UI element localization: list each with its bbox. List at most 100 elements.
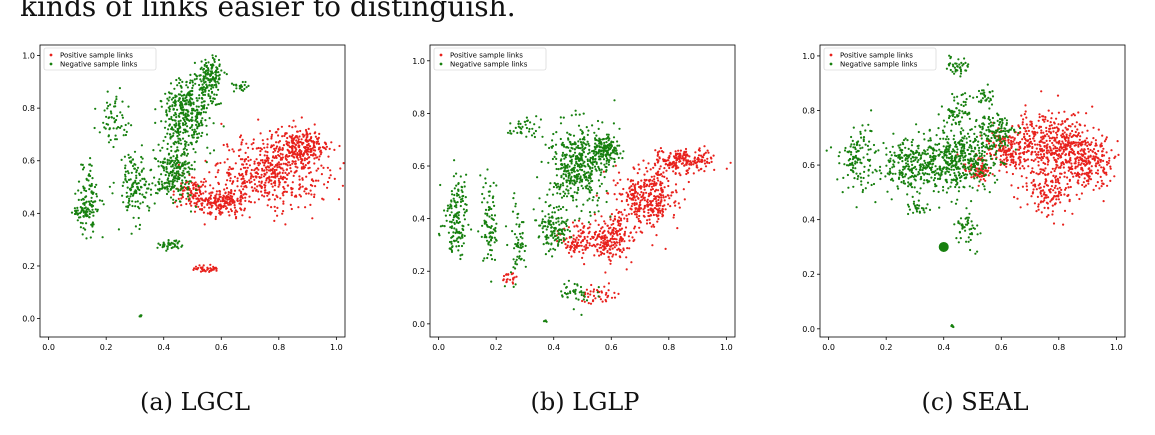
data-point xyxy=(1042,172,1045,175)
data-point xyxy=(139,315,142,318)
data-point xyxy=(688,155,691,158)
data-point xyxy=(170,174,173,177)
data-point xyxy=(252,189,255,192)
data-point xyxy=(652,213,655,217)
data-point xyxy=(1043,120,1046,123)
data-point xyxy=(194,82,197,85)
data-point xyxy=(192,136,195,139)
data-point xyxy=(488,226,491,229)
data-point xyxy=(652,210,655,213)
data-point xyxy=(211,56,214,59)
data-point xyxy=(600,149,603,153)
data-point xyxy=(131,194,134,197)
data-point xyxy=(1109,179,1112,182)
data-point xyxy=(233,206,236,209)
data-point xyxy=(560,196,564,199)
data-point xyxy=(605,133,609,136)
data-point xyxy=(1037,151,1040,154)
data-point xyxy=(1021,121,1024,124)
data-point xyxy=(181,122,185,125)
data-point xyxy=(490,207,493,211)
data-point xyxy=(275,156,278,159)
data-point xyxy=(1046,119,1049,122)
data-point xyxy=(609,156,612,159)
data-point xyxy=(303,134,306,137)
data-point xyxy=(523,259,526,262)
data-point xyxy=(608,258,611,261)
legend-box xyxy=(43,47,157,71)
data-point xyxy=(231,201,234,204)
data-point xyxy=(560,176,563,179)
data-point xyxy=(1084,172,1087,175)
data-point xyxy=(209,152,212,155)
y-tick-label: 0.8 xyxy=(22,104,35,113)
data-point xyxy=(533,135,536,139)
data-point xyxy=(85,195,88,198)
data-point xyxy=(83,203,86,206)
data-point xyxy=(1062,150,1065,153)
data-point xyxy=(257,118,260,121)
data-point xyxy=(248,179,251,182)
data-point xyxy=(493,236,496,239)
data-point xyxy=(520,131,523,135)
data-point xyxy=(158,178,161,181)
data-point xyxy=(580,169,584,172)
data-point xyxy=(672,170,675,173)
data-point xyxy=(504,225,508,228)
data-point xyxy=(134,205,137,208)
data-point xyxy=(107,141,111,144)
data-point xyxy=(487,253,490,256)
data-point xyxy=(266,204,269,207)
data-point xyxy=(1091,157,1094,160)
data-point xyxy=(166,147,169,151)
data-point xyxy=(609,152,613,155)
data-point xyxy=(679,149,682,152)
data-point xyxy=(1031,142,1034,145)
data-point xyxy=(676,152,679,155)
data-point xyxy=(519,243,522,246)
data-point xyxy=(289,203,292,206)
data-point xyxy=(595,138,598,142)
data-point xyxy=(295,155,299,158)
data-point xyxy=(670,194,673,197)
data-point xyxy=(276,172,279,175)
data-point xyxy=(112,117,116,120)
data-point xyxy=(167,180,170,183)
data-point xyxy=(620,227,624,230)
data-point xyxy=(636,182,639,185)
data-point xyxy=(207,89,211,92)
data-point xyxy=(638,201,642,204)
data-point xyxy=(607,139,610,142)
data-point xyxy=(581,187,585,190)
data-point xyxy=(658,157,661,160)
data-point xyxy=(620,219,623,222)
data-point xyxy=(246,180,249,183)
data-point xyxy=(174,150,177,153)
data-point xyxy=(710,160,713,163)
data-point xyxy=(250,174,253,177)
data-point xyxy=(571,196,575,199)
data-point xyxy=(219,195,222,198)
data-point xyxy=(567,192,570,195)
data-point xyxy=(115,138,118,141)
data-point xyxy=(659,209,662,212)
data-point xyxy=(560,158,563,161)
data-point xyxy=(1023,150,1026,154)
data-point xyxy=(651,179,654,182)
data-point xyxy=(191,124,194,127)
data-point xyxy=(460,189,463,192)
data-point xyxy=(491,196,494,200)
data-point xyxy=(493,241,496,244)
data-point xyxy=(309,189,312,192)
data-point xyxy=(599,153,602,156)
data-point xyxy=(196,120,199,123)
data-point xyxy=(288,154,291,158)
data-point xyxy=(599,243,602,246)
data-point xyxy=(172,198,175,201)
data-point xyxy=(158,182,161,186)
data-point xyxy=(488,190,491,193)
data-point xyxy=(1039,125,1043,128)
data-point xyxy=(591,162,594,165)
data-point xyxy=(95,195,98,198)
data-point xyxy=(1057,141,1060,144)
